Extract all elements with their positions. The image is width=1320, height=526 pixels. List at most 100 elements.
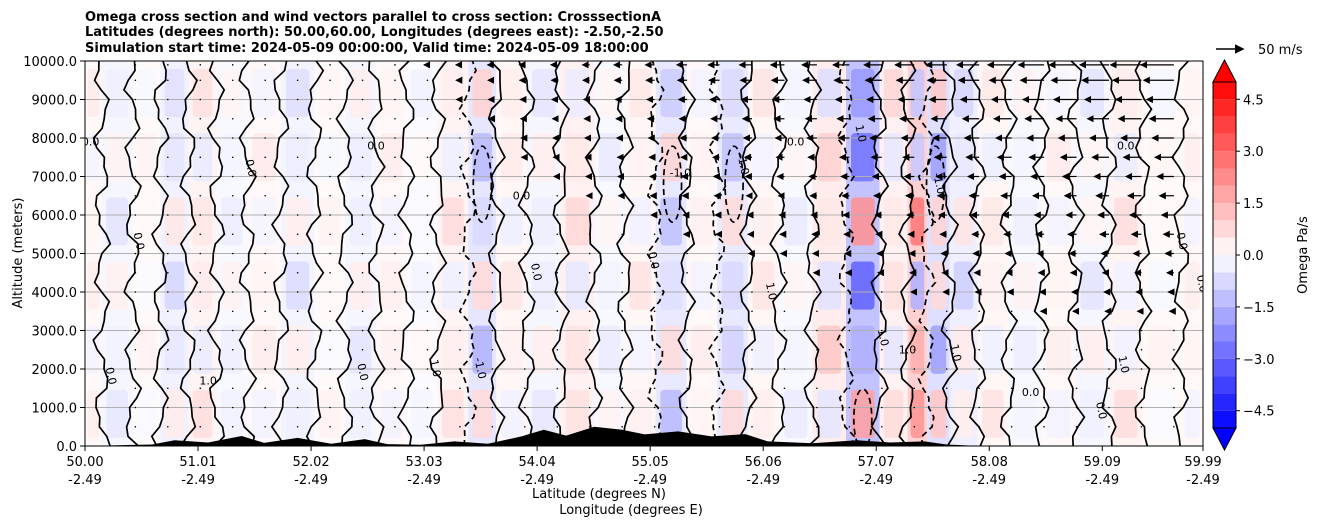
omega-cell — [532, 69, 556, 118]
x-axis-label-latitude: Latitude (degrees N) — [532, 487, 666, 502]
wind-vector — [264, 310, 266, 313]
omega-cell — [910, 261, 925, 310]
wind-vector — [556, 406, 559, 409]
wind-vector — [296, 348, 299, 351]
omega-cell — [982, 325, 1004, 374]
x-axis: 50.00 -2.49 51.01 -2.49 52.02 -2.49 53.03 -2.49… — [66, 446, 1222, 488]
omega-cell — [721, 325, 744, 374]
wind-vector — [361, 368, 364, 370]
x-tick-label-lat: 57.07 — [858, 455, 895, 470]
wind-vector — [199, 64, 202, 66]
omega-cell — [1148, 197, 1176, 246]
omega-cell — [500, 197, 523, 246]
omega-cell — [411, 261, 433, 310]
wind-vector — [264, 117, 266, 120]
wind-vector — [134, 406, 137, 409]
omega-cell — [930, 69, 947, 118]
y-axis-label: Altitude (meters) — [11, 198, 26, 309]
wind-vector — [167, 329, 169, 332]
wind-vector — [167, 194, 169, 197]
wind-vector — [491, 406, 494, 409]
wind-vector — [686, 348, 688, 351]
x-tick-label-lat: 50.00 — [66, 455, 103, 470]
wind-vector — [1075, 387, 1078, 390]
wind-vector — [621, 291, 623, 293]
omega-cell — [349, 325, 372, 374]
wind-vector — [686, 329, 688, 332]
omega-cell — [532, 133, 556, 182]
wind-vector — [556, 387, 559, 390]
omega-cell — [87, 69, 100, 118]
wind-vector — [978, 425, 980, 428]
wind-vector — [848, 368, 851, 370]
wind-vector — [686, 310, 688, 313]
omega-cell — [691, 69, 713, 118]
wind-vector — [296, 214, 299, 216]
omega-cell — [851, 325, 875, 374]
wind-vector — [621, 368, 623, 370]
wind-vector — [653, 425, 656, 428]
omega-cell — [851, 261, 875, 310]
contour-line — [335, 61, 355, 446]
omega-cell — [472, 325, 493, 374]
wind-vector — [945, 368, 948, 370]
y-axis: 0.0 1000.0 2000.0 3000.0 4000.0 5000.0 6000.0 7… — [23, 55, 85, 455]
wind-vector — [491, 425, 494, 428]
omega-cell — [752, 389, 775, 438]
wind-vector — [459, 156, 461, 159]
wind-vector — [361, 271, 364, 274]
wind-vector — [1108, 406, 1110, 409]
wind-vector — [199, 368, 202, 370]
colorbar-tick-label: −4.5 — [1243, 405, 1275, 420]
wind-vector — [783, 406, 786, 409]
contour-label: 0.0 — [367, 140, 385, 153]
wind-vector — [426, 194, 429, 197]
wind-vector — [394, 271, 396, 274]
contour-label: -1.0 — [735, 152, 752, 176]
wind-vector — [264, 252, 266, 255]
wind-vector — [296, 117, 299, 120]
wind-vector — [718, 252, 721, 255]
wind-vector — [329, 156, 331, 159]
wind-vector — [588, 233, 591, 236]
wind-vector — [361, 406, 364, 409]
wind-vector — [491, 329, 494, 332]
wind-vector — [524, 310, 526, 313]
omega-cell — [1046, 133, 1071, 182]
wind-vector — [751, 329, 753, 332]
contour-line — [1171, 61, 1190, 446]
wind-vector — [459, 137, 461, 139]
wind-vector — [199, 348, 202, 351]
wind-vector — [621, 406, 623, 409]
title-line-2: Latitudes (degrees north): 50.00,60.00, … — [85, 25, 664, 40]
omega-cell — [136, 69, 157, 118]
wind-vector — [329, 233, 331, 236]
omega-cell — [1013, 389, 1037, 438]
omega-cell — [442, 325, 464, 374]
wind-vector — [556, 310, 559, 313]
omega-cell — [532, 389, 556, 438]
omega-cell — [221, 69, 243, 118]
wind-vector — [653, 387, 656, 390]
wind-vector — [491, 156, 494, 159]
wind-vector — [556, 194, 559, 197]
omega-cell — [221, 133, 243, 182]
wind-vector — [329, 368, 331, 370]
wind-vector — [394, 117, 396, 120]
wind-vector — [1010, 387, 1013, 390]
y-tick-label: 7000.0 — [32, 171, 78, 186]
wind-vector — [231, 348, 234, 351]
wind-vector — [1010, 329, 1013, 332]
wind-vector — [167, 291, 169, 293]
grid-lines — [85, 61, 1203, 446]
omega-cell — [380, 197, 403, 246]
wind-vector — [134, 233, 137, 236]
wind-vector — [588, 310, 591, 313]
wind-vector — [718, 271, 721, 274]
omega-cell — [285, 197, 310, 246]
wind-vector — [1043, 329, 1045, 332]
omega-cell — [752, 133, 775, 182]
colorbar-segment — [1213, 203, 1236, 221]
quiver-key: 50 m/s — [1216, 43, 1303, 58]
wind-vector — [459, 271, 461, 274]
